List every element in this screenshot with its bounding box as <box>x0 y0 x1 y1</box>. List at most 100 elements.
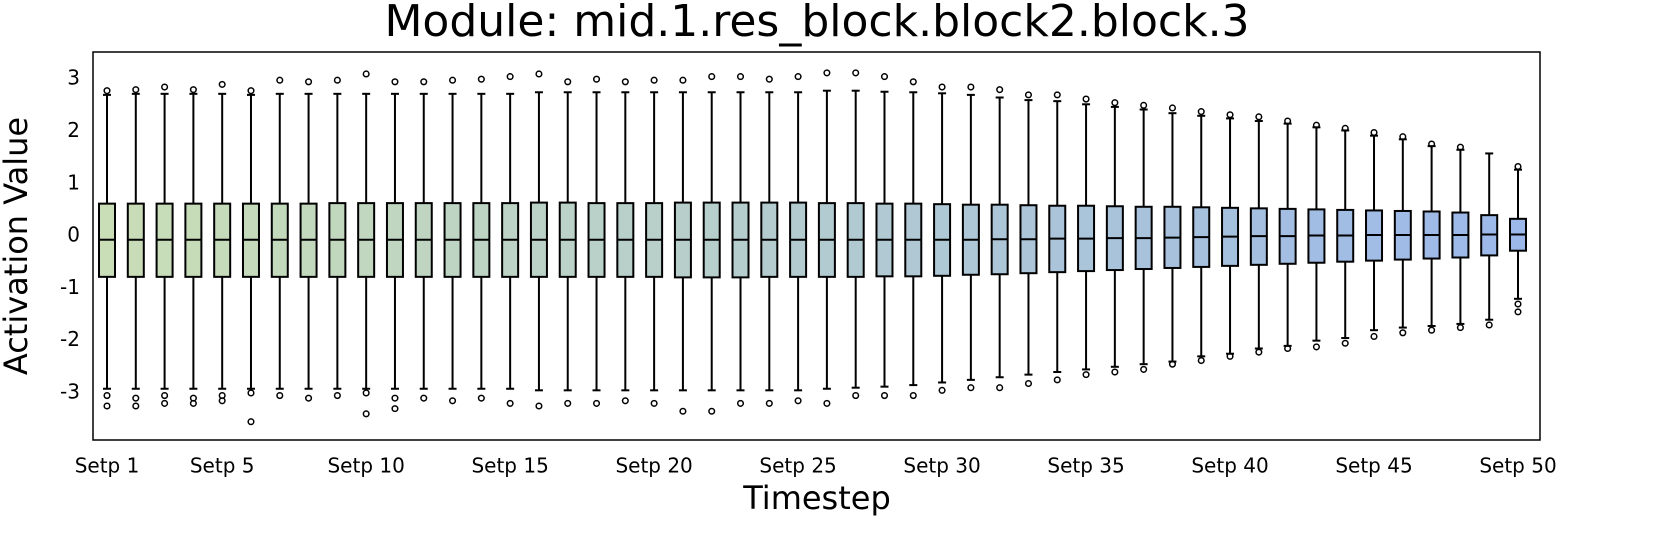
outlier <box>1082 371 1090 379</box>
outlier <box>391 78 399 86</box>
outlier <box>650 76 658 84</box>
x-tick-label: Setp 45 <box>1335 454 1412 478</box>
outlier <box>362 410 370 418</box>
outlier <box>132 402 140 410</box>
outlier <box>103 87 111 95</box>
x-tick-label: Setp 15 <box>471 454 548 478</box>
outlier <box>189 86 197 94</box>
outlier <box>362 70 370 78</box>
y-tick-label: -3 <box>60 379 80 403</box>
outlier <box>247 87 255 95</box>
outlier <box>1428 326 1436 334</box>
y-tick-label: -2 <box>60 327 80 351</box>
outlier <box>1140 101 1148 109</box>
outlier <box>1024 91 1033 99</box>
outlier <box>1341 339 1349 347</box>
outlier <box>276 76 284 84</box>
y-tick-label: -1 <box>60 275 80 299</box>
outlier <box>189 399 197 407</box>
outlier <box>621 78 629 86</box>
y-tick-label: 0 <box>67 223 80 247</box>
outlier <box>938 386 946 394</box>
y-tick-label: 3 <box>67 66 80 90</box>
outlier <box>477 394 485 402</box>
outlier <box>161 392 169 400</box>
x-tick-label: Setp 35 <box>1047 454 1124 478</box>
outlier <box>909 392 917 400</box>
outlier <box>736 73 745 81</box>
outlier <box>1082 95 1090 103</box>
outlier <box>996 86 1004 94</box>
outlier <box>679 76 687 84</box>
outlier <box>218 397 226 405</box>
x-tick-label: Setp 30 <box>903 454 980 478</box>
outlier <box>1399 133 1407 141</box>
outlier <box>449 397 457 405</box>
outlier <box>1514 300 1522 308</box>
x-tick-label: Setp 25 <box>759 454 836 478</box>
outlier <box>1168 104 1176 112</box>
outlier <box>1456 324 1464 332</box>
x-tick-label: Setp 1 <box>75 454 140 478</box>
x-tick-label: Setp 20 <box>615 454 692 478</box>
outlier <box>1111 99 1119 107</box>
outlier <box>1514 162 1522 171</box>
outlier <box>333 76 341 84</box>
outlier <box>1370 128 1378 137</box>
x-tick-label: Setp 50 <box>1479 454 1556 478</box>
outlier <box>592 399 601 407</box>
outlier <box>1514 308 1522 316</box>
outlier <box>103 392 111 400</box>
outlier <box>535 70 543 78</box>
outlier <box>276 392 284 400</box>
outlier <box>103 402 111 410</box>
outlier <box>1024 379 1033 388</box>
outlier <box>1456 143 1464 151</box>
outlier <box>794 73 802 81</box>
outlier <box>1255 113 1263 121</box>
outlier <box>967 83 975 91</box>
outlier <box>420 394 428 402</box>
outlier <box>420 78 428 86</box>
outlier <box>1399 329 1407 337</box>
outlier <box>161 83 169 91</box>
outlier <box>1485 321 1493 329</box>
outlier <box>880 392 889 400</box>
outlier <box>621 397 629 405</box>
outlier <box>650 399 658 407</box>
x-tick-label: Setp 40 <box>1191 454 1268 478</box>
outlier <box>391 394 399 402</box>
outlier <box>1312 121 1320 129</box>
outlier <box>909 78 917 86</box>
outlier <box>823 69 831 77</box>
outlier <box>794 397 802 405</box>
outlier <box>506 399 514 407</box>
outlier <box>305 394 313 402</box>
outlier <box>880 73 889 81</box>
outlier <box>333 392 341 400</box>
outlier <box>506 73 514 81</box>
outlier <box>391 405 399 413</box>
outlier <box>1284 344 1292 353</box>
outlier <box>132 86 140 94</box>
outlier <box>938 83 946 91</box>
outlier <box>247 389 255 397</box>
y-tick-label: 2 <box>67 118 80 142</box>
outlier <box>1053 376 1061 384</box>
outlier <box>1140 365 1148 373</box>
outlier <box>1428 140 1436 148</box>
plot-frame <box>92 51 1541 441</box>
chart-title: Module: mid.1.res_block.block2.block.3 <box>384 0 1249 47</box>
outlier <box>218 80 226 88</box>
outlier <box>477 75 485 83</box>
x-tick-label: Setp 10 <box>327 454 404 478</box>
outlier <box>736 399 745 407</box>
outlier <box>996 384 1004 392</box>
outlier <box>708 407 716 415</box>
outlier <box>1255 348 1263 356</box>
outlier <box>1226 111 1234 119</box>
outlier <box>305 78 313 86</box>
outlier <box>1284 117 1292 125</box>
outlier <box>967 384 975 392</box>
